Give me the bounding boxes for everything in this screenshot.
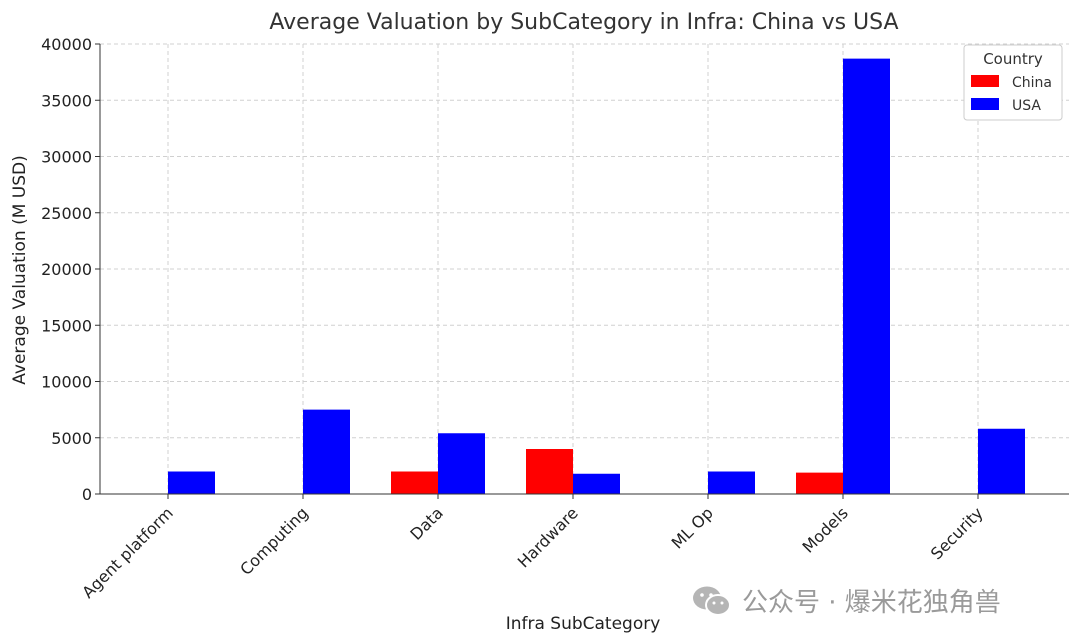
x-tick-label: Hardware [514,503,582,571]
wechat-icon [693,586,731,616]
watermark-text: 公众号 · 爆米花独角兽 [742,588,1001,618]
bar-usa-computing [303,409,350,494]
y-tick-label: 20000 [41,260,92,279]
y-tick-label: 0 [82,485,92,504]
bar-china-data [391,471,438,494]
bar-usa-agent-platform [168,471,215,494]
x-tick-label: Computing [236,503,312,579]
legend-label-china: China [1012,75,1052,91]
bars [168,58,1025,494]
x-tick-label: Models [799,503,852,556]
bar-usa-hardware [573,473,620,494]
x-tick-label: Security [927,503,987,563]
legend: Country China USA [963,44,1063,121]
x-axis-label: Infra SubCategory [506,614,661,634]
legend-swatch-china [971,75,999,87]
bar-china-models [796,472,843,494]
legend-title: Country [983,50,1043,68]
y-tick-labels: 0 5000 10000 15000 20000 25000 30000 35000 40000 [41,35,100,504]
y-axis-label: Average Valuation (M USD) [10,155,30,384]
x-tick-label: Agent platform [78,503,177,602]
bar-china-hardware [526,449,573,494]
y-tick-label: 5000 [51,429,92,448]
y-tick-label: 30000 [41,148,92,167]
bar-usa-data [438,433,485,494]
legend-swatch-usa [971,98,999,110]
grid-lines [100,43,1069,495]
chart-title: Average Valuation by SubCategory in Infr… [269,10,898,35]
legend-label-usa: USA [1012,98,1041,114]
y-tick-label: 40000 [41,35,92,54]
y-tick-label: 25000 [41,204,92,223]
bar-usa-security [978,428,1025,494]
watermark: 公众号 · 爆米花独角兽 [692,582,1001,619]
bar-usa-ml-op [708,471,755,494]
y-tick-label: 35000 [41,91,92,110]
x-tick-label: ML Op [668,503,717,552]
y-tick-label: 15000 [41,316,92,335]
x-tick-label: Data [406,503,446,543]
y-tick-label: 10000 [41,373,92,392]
bar-usa-models [843,58,890,494]
